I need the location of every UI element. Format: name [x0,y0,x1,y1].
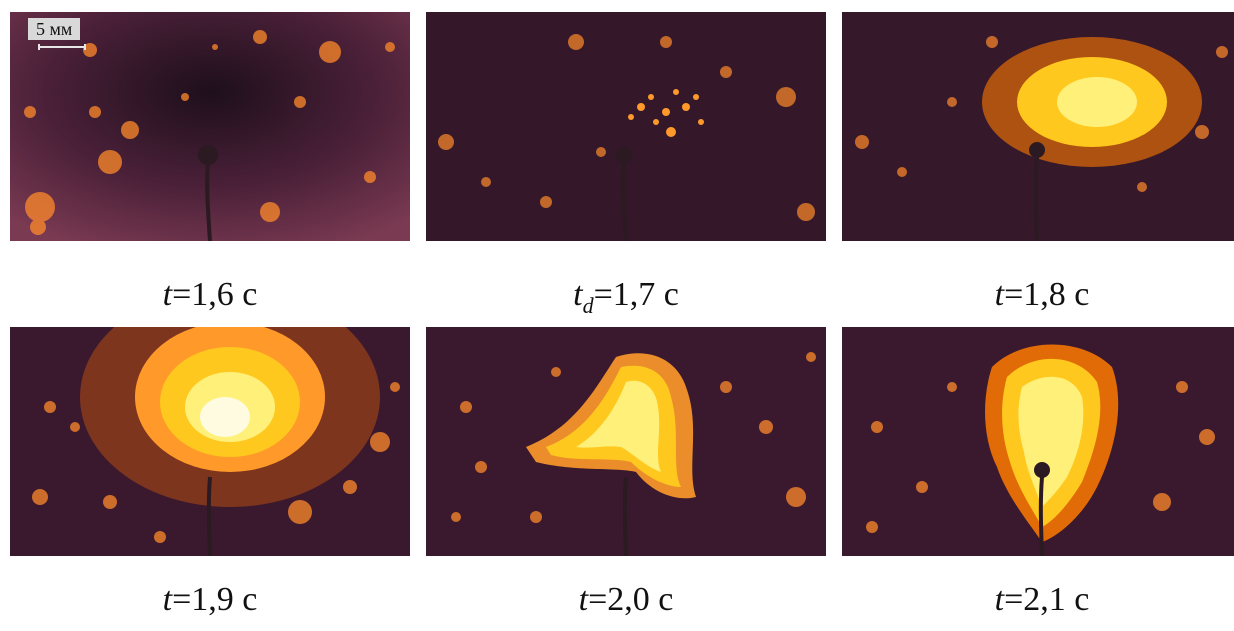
photo-frame-3 [842,12,1234,241]
caption-5: t=2,0 с [426,580,826,631]
caption-4: t=1,9 с [10,580,410,631]
caption-6: t=2,1 с [842,580,1234,631]
photo-frame-1: 5 мм [10,12,410,241]
caption-2-sub: d [582,292,594,318]
caption-2-var: t [573,276,583,313]
caption-6-value: =2,1 с [1004,581,1090,618]
caption-3-var: t [994,276,1005,313]
caption-4-var: t [162,581,173,618]
caption-3-value: =1,8 с [1004,276,1090,313]
frame-image-2 [426,12,826,241]
caption-5-value: =2,0 с [588,581,674,618]
caption-1-var: t [162,276,173,313]
photo-frame-5 [426,327,826,556]
caption-1: t=1,6 с [10,275,410,326]
frame-image-3 [842,12,1234,241]
caption-2-value: =1,7 с [593,276,679,313]
frame-image-6 [842,327,1234,556]
photo-frame-6 [842,327,1234,556]
frame-image-1 [10,12,410,241]
caption-5-var: t [578,581,589,618]
scale-bar [38,44,86,50]
caption-2: td=1,7 с [426,275,826,326]
caption-3: t=1,8 с [842,275,1234,326]
caption-6-var: t [994,581,1005,618]
caption-1-value: =1,6 с [172,276,258,313]
scale-label: 5 мм [28,18,81,40]
photo-frame-2 [426,12,826,241]
frame-image-4 [10,327,410,556]
frame-image-5 [426,327,826,556]
photo-frame-4 [10,327,410,556]
caption-4-value: =1,9 с [172,581,258,618]
